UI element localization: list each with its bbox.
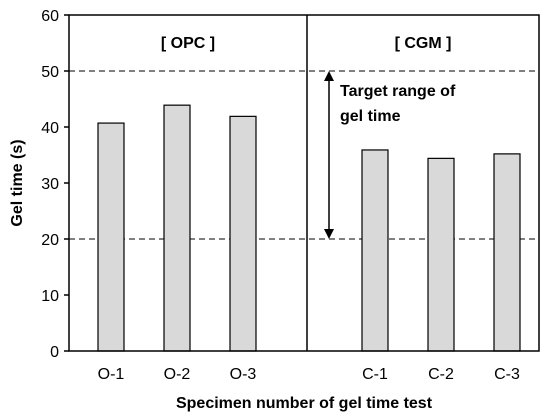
arrow-head-up [324,71,334,81]
bars [97,104,521,352]
target-range-arrow [324,71,334,239]
x-tick-label: C-3 [494,366,520,383]
x-tick-label: C-2 [428,366,454,383]
y-tick-label: 0 [50,344,59,361]
bar [361,149,389,352]
y-tick-label: 10 [41,288,59,305]
bar [229,115,257,352]
bar [163,104,191,352]
annotation-line-1: Target range of [340,83,456,100]
y-tick-label: 30 [41,176,59,193]
arrow-head-down [324,229,334,239]
annotation-line-2: gel time [340,108,401,125]
x-tick-label: C-1 [362,366,388,383]
panel-label-opc: [ OPC ] [161,35,215,52]
x-axis-title: Specimen number of gel time test [176,395,433,412]
x-tick-label: O-3 [230,366,257,383]
y-tick-label: 20 [41,232,59,249]
y-tick-label: 50 [41,64,59,81]
plot-frame [68,14,540,352]
bar [427,157,455,352]
y-tick-label: 60 [41,8,59,25]
y-tick-label: 40 [41,120,59,137]
bar [97,122,125,352]
x-tick-label: O-1 [98,366,125,383]
x-axis-ticks: O-1 O-2 O-3 C-1 C-2 C-3 [98,366,520,383]
y-axis-title: Gel time (s) [9,139,26,226]
x-tick-label: O-2 [164,366,191,383]
reference-lines [69,70,539,240]
panel-label-cgm: [ CGM ] [395,35,452,52]
bar [493,153,521,352]
y-axis-ticks: 0 10 20 30 40 50 60 [41,8,69,361]
